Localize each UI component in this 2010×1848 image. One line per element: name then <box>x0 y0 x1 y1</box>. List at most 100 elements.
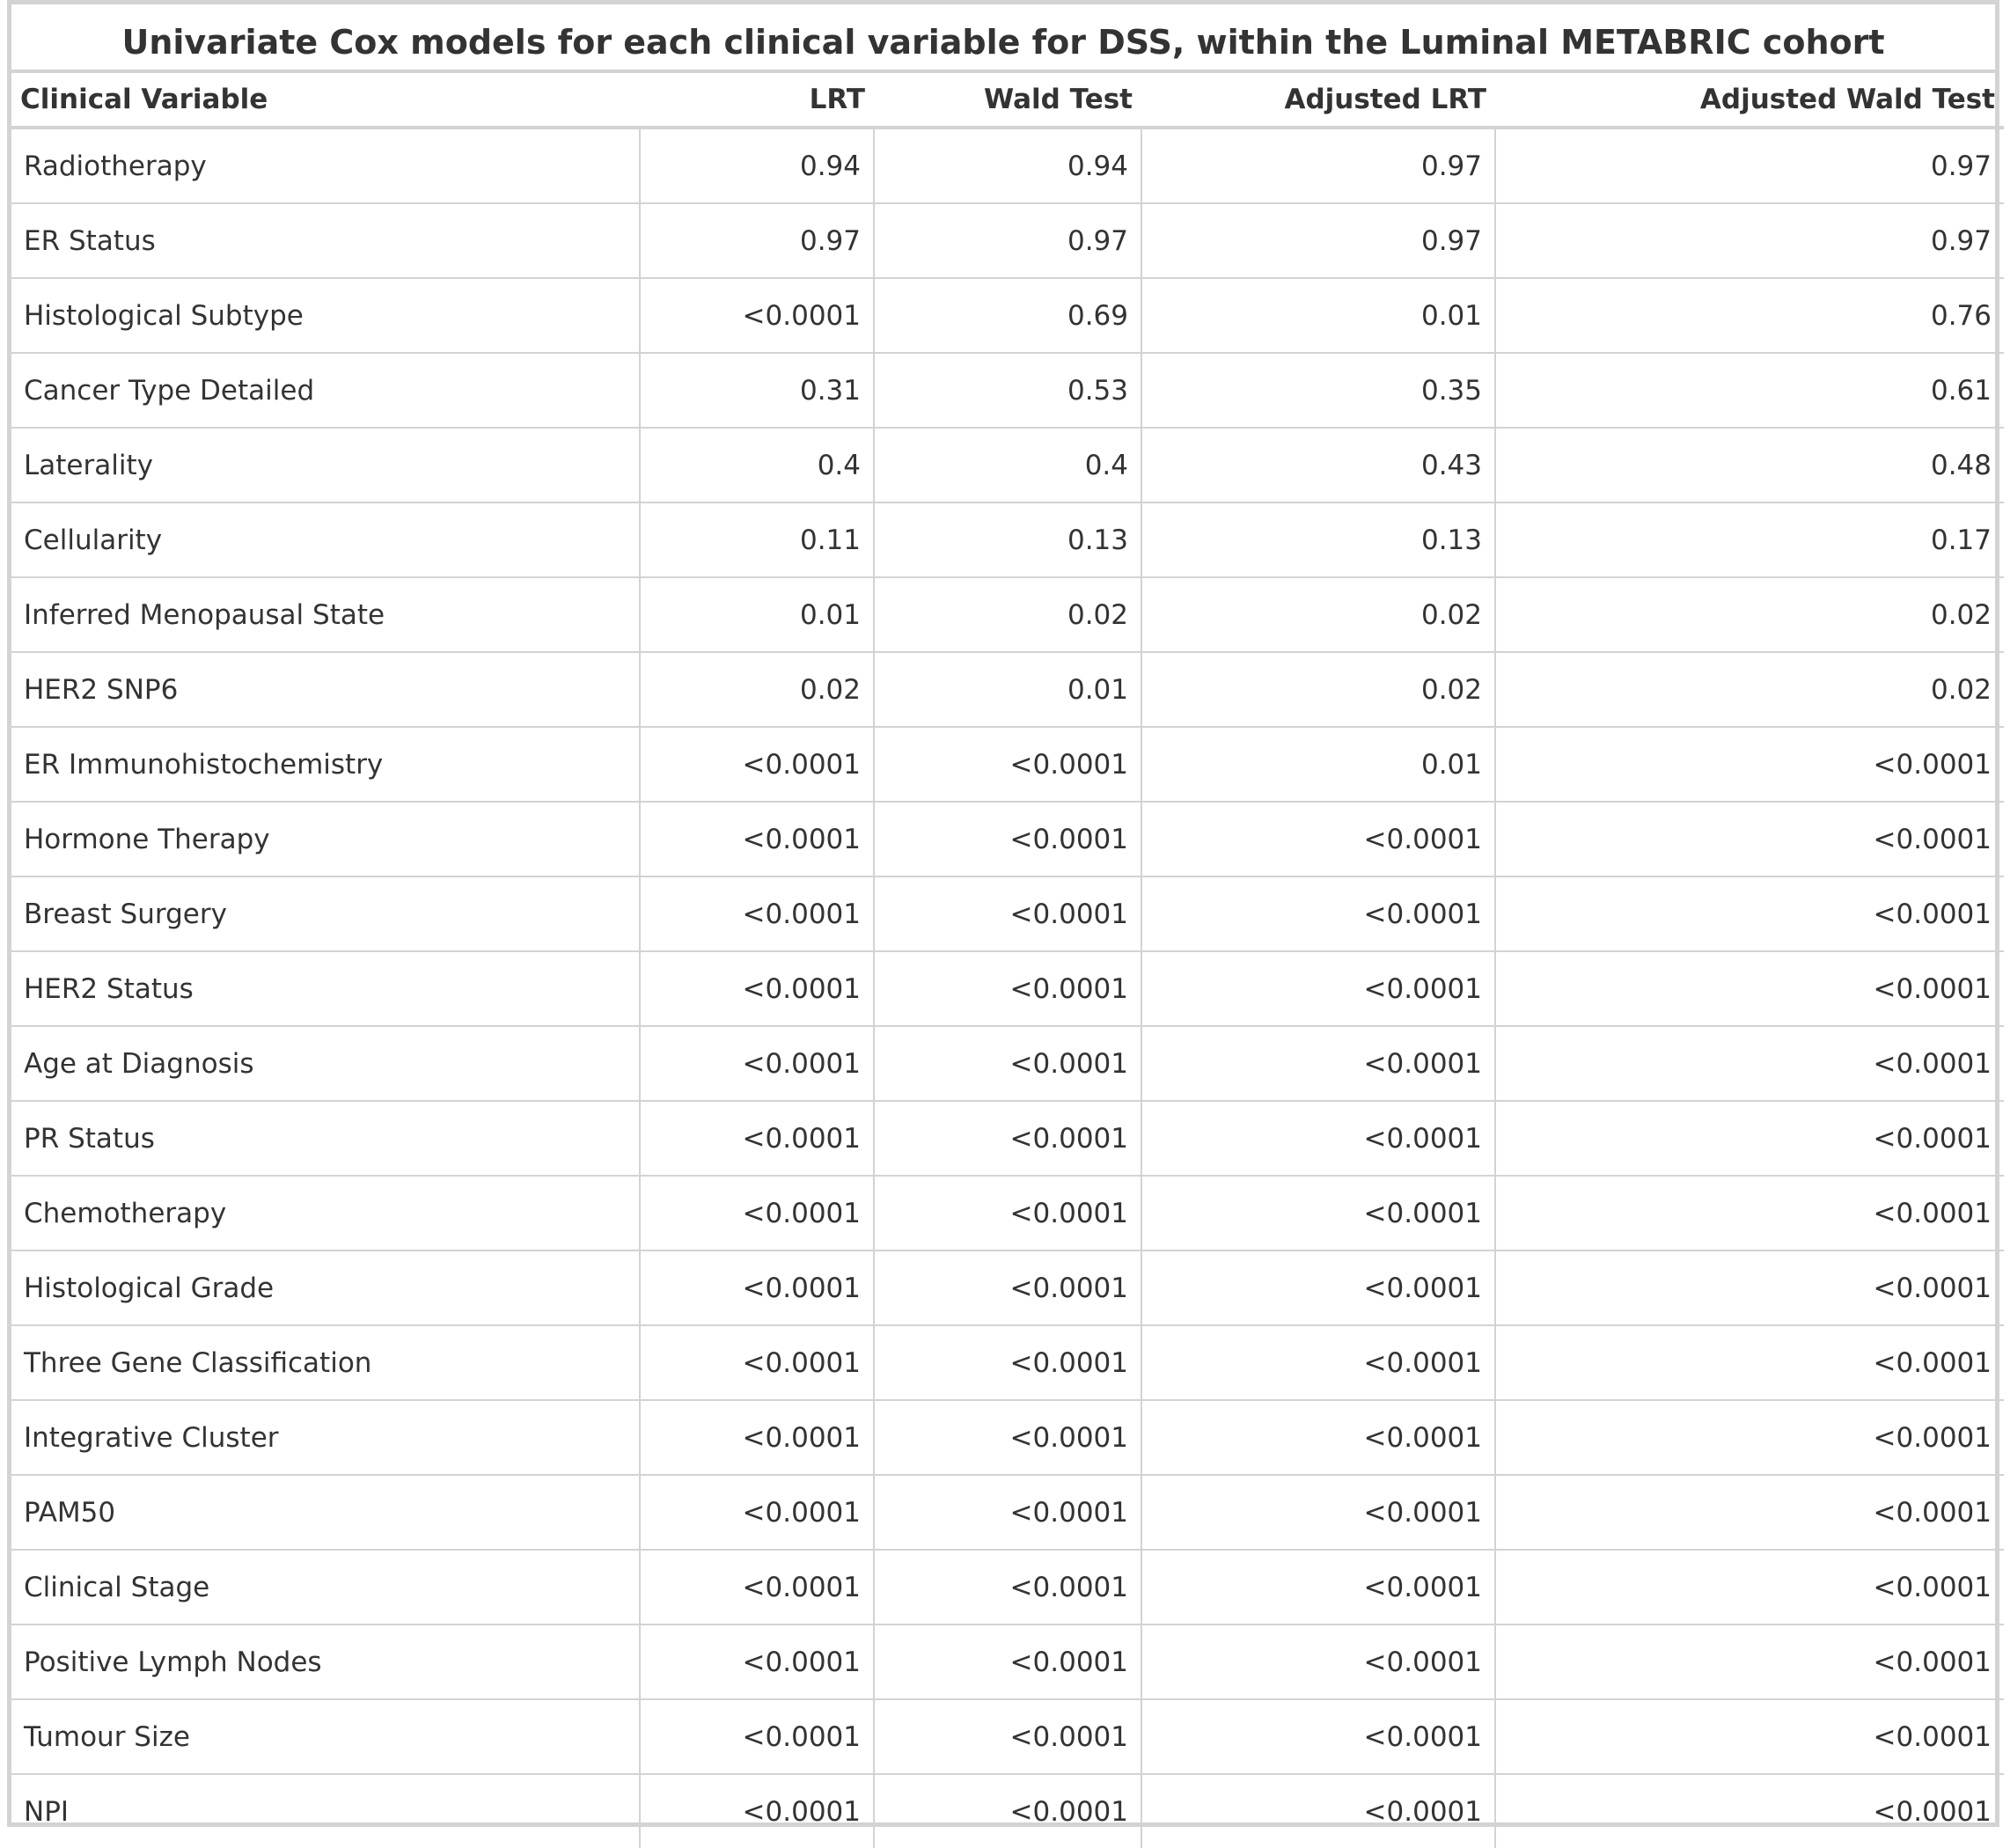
adjusted-wald-test-cell: <0.0001 <box>1494 951 2004 1027</box>
table-row: Chemotherapy <0.0001 <0.0001 <0.0001 <0.0001 <box>11 1176 2004 1251</box>
adjusted-lrt-cell: <0.0001 <box>1141 1250 1495 1326</box>
adjusted-lrt-cell: <0.0001 <box>1141 1699 1495 1775</box>
lrt-cell: 0.97 <box>639 203 874 279</box>
adjusted-lrt-cell: <0.0001 <box>1141 951 1495 1027</box>
table-row: Positive Lymph Nodes <0.0001 <0.0001 <0.000… <box>11 1624 2004 1700</box>
lrt-cell: 0.94 <box>639 128 874 204</box>
adjusted-lrt-cell: <0.0001 <box>1141 1026 1495 1102</box>
wald-test-cell: <0.0001 <box>873 876 1141 952</box>
adjusted-lrt-cell: 0.02 <box>1141 577 1495 653</box>
adjusted-wald-test-cell: <0.0001 <box>1494 1325 2004 1401</box>
column-header-adjusted-lrt: Adjusted LRT <box>1141 73 1495 129</box>
clinical-variable-cell: HER2 SNP6 <box>11 652 640 728</box>
clinical-variable-cell: ER Immunohistochemistry <box>11 727 640 803</box>
column-header-wald-test: Wald Test <box>874 73 1141 129</box>
wald-test-cell: <0.0001 <box>873 1400 1141 1476</box>
table-row: Clinical Stage <0.0001 <0.0001 <0.0001 <0.00… <box>11 1550 2004 1625</box>
table-row: Three Gene Classification <0.0001 <0.0001 <… <box>11 1325 2004 1401</box>
clinical-variable-cell: Clinical Stage <box>11 1550 640 1625</box>
clinical-variable-cell: Age at Diagnosis <box>11 1026 640 1102</box>
adjusted-lrt-cell: <0.0001 <box>1141 1176 1495 1251</box>
wald-test-cell: 0.97 <box>873 203 1141 279</box>
clinical-variable-cell: Cellularity <box>11 502 640 578</box>
adjusted-lrt-cell: <0.0001 <box>1141 1101 1495 1177</box>
lrt-cell: <0.0001 <box>639 1624 874 1700</box>
clinical-variable-cell: Positive Lymph Nodes <box>11 1624 640 1700</box>
header-row: Clinical Variable LRT Wald Test Adjusted… <box>11 73 2004 129</box>
table-row: Tumour Size <0.0001 <0.0001 <0.0001 <0.0001 <box>11 1699 2004 1775</box>
adjusted-wald-test-cell: <0.0001 <box>1494 876 2004 952</box>
adjusted-wald-test-cell: 0.97 <box>1494 128 2004 204</box>
adjusted-lrt-cell: <0.0001 <box>1141 1624 1495 1700</box>
clinical-variable-cell: ER Status <box>11 203 640 279</box>
adjusted-lrt-cell: <0.0001 <box>1141 876 1495 952</box>
adjusted-lrt-cell: 0.13 <box>1141 502 1495 578</box>
clinical-variable-cell: PAM50 <box>11 1475 640 1551</box>
clinical-variable-cell: Breast Surgery <box>11 876 640 952</box>
lrt-cell: <0.0001 <box>639 1400 874 1476</box>
adjusted-wald-test-cell: <0.0001 <box>1494 802 2004 877</box>
wald-test-cell: 0.4 <box>873 428 1141 503</box>
adjusted-lrt-cell: 0.02 <box>1141 652 1495 728</box>
table-row: Laterality 0.4 0.4 0.43 0.48 <box>11 428 2004 503</box>
adjusted-wald-test-cell: <0.0001 <box>1494 1550 2004 1625</box>
lrt-cell: 0.11 <box>639 502 874 578</box>
lrt-cell: <0.0001 <box>639 278 874 354</box>
adjusted-lrt-cell: <0.0001 <box>1141 1550 1495 1625</box>
wald-test-cell: <0.0001 <box>873 1475 1141 1551</box>
adjusted-wald-test-cell: <0.0001 <box>1494 1624 2004 1700</box>
adjusted-wald-test-cell: <0.0001 <box>1494 1026 2004 1102</box>
wald-test-cell: <0.0001 <box>873 1026 1141 1102</box>
table-row: ER Status 0.97 0.97 0.97 0.97 <box>11 203 2004 279</box>
clinical-variable-cell: Radiotherapy <box>11 128 640 204</box>
clinical-variable-cell: Histological Grade <box>11 1250 640 1326</box>
column-header-lrt: LRT <box>640 73 874 129</box>
table-row: Hormone Therapy <0.0001 <0.0001 <0.0001 <0.0… <box>11 802 2004 877</box>
table-frame: Univariate Cox models for each clinical … <box>7 0 2004 1848</box>
clinical-variable-cell: Three Gene Classification <box>11 1325 640 1401</box>
wald-test-cell: <0.0001 <box>873 1101 1141 1177</box>
clinical-variable-cell: PR Status <box>11 1101 640 1177</box>
lrt-cell: <0.0001 <box>639 876 874 952</box>
table-row: Integrative Cluster <0.0001 <0.0001 <0.0001… <box>11 1400 2004 1476</box>
wald-test-cell: 0.13 <box>873 502 1141 578</box>
lrt-cell: <0.0001 <box>639 1475 874 1551</box>
adjusted-wald-test-cell: 0.02 <box>1494 577 2004 653</box>
adjusted-wald-test-cell: 0.17 <box>1494 502 2004 578</box>
adjusted-wald-test-cell: <0.0001 <box>1494 1101 2004 1177</box>
lrt-cell: 0.31 <box>639 353 874 429</box>
clinical-variable-cell: Hormone Therapy <box>11 802 640 877</box>
lrt-cell: <0.0001 <box>639 1026 874 1102</box>
table-body: Radiotherapy 0.94 0.94 0.97 0.97 ER Status 0.9… <box>11 128 2004 1848</box>
table-row: PAM50 <0.0001 <0.0001 <0.0001 <0.0001 <box>11 1475 2004 1551</box>
lrt-cell: <0.0001 <box>639 1101 874 1177</box>
table-row: Cellularity 0.11 0.13 0.13 0.17 <box>11 502 2004 578</box>
adjusted-wald-test-cell: <0.0001 <box>1494 727 2004 803</box>
clinical-variable-cell: NPI <box>24 1795 70 1828</box>
adjusted-lrt-cell: 0.01 <box>1141 278 1495 354</box>
table-row: NPI <0.0001 <0.0001 <0.0001 <0.0001 <box>11 1774 2004 1848</box>
lrt-cell: <0.0001 <box>639 1325 874 1401</box>
adjusted-wald-test-cell: 0.97 <box>1494 203 2004 279</box>
adjusted-lrt-cell: <0.0001 <box>1141 1325 1495 1401</box>
wald-test-cell: <0.0001 <box>873 1699 1141 1775</box>
wald-test-cell: 0.94 <box>873 128 1141 204</box>
adjusted-lrt-cell: 0.01 <box>1141 727 1495 803</box>
adjusted-lrt-cell: 0.35 <box>1141 353 1495 429</box>
table-row: Histological Subtype <0.0001 0.69 0.01 0.76 <box>11 278 2004 354</box>
table-row: Inferred Menopausal State 0.01 0.02 0.02 0.0… <box>11 577 2004 653</box>
lrt-cell: <0.0001 <box>639 1699 874 1775</box>
adjusted-lrt-cell: 0.97 <box>1141 128 1495 204</box>
adjusted-lrt-cell: <0.0001 <box>1141 1774 1495 1848</box>
wald-test-cell: <0.0001 <box>873 727 1141 803</box>
wald-test-cell: 0.02 <box>873 577 1141 653</box>
column-header-adjusted-wald-test: Adjusted Wald Test <box>1495 73 2004 129</box>
clinical-variable-cell: Tumour Size <box>11 1699 640 1775</box>
table-row: Cancer Type Detailed 0.31 0.53 0.35 0.61 <box>11 353 2004 429</box>
lrt-cell: 0.01 <box>639 577 874 653</box>
lrt-cell: <0.0001 <box>639 802 874 877</box>
adjusted-wald-test-cell: 0.48 <box>1494 428 2004 503</box>
clinical-variable-cell: Histological Subtype <box>11 278 640 354</box>
clinical-variable-cell: Cancer Type Detailed <box>11 353 640 429</box>
adjusted-wald-test-cell: <0.0001 <box>1494 1400 2004 1476</box>
